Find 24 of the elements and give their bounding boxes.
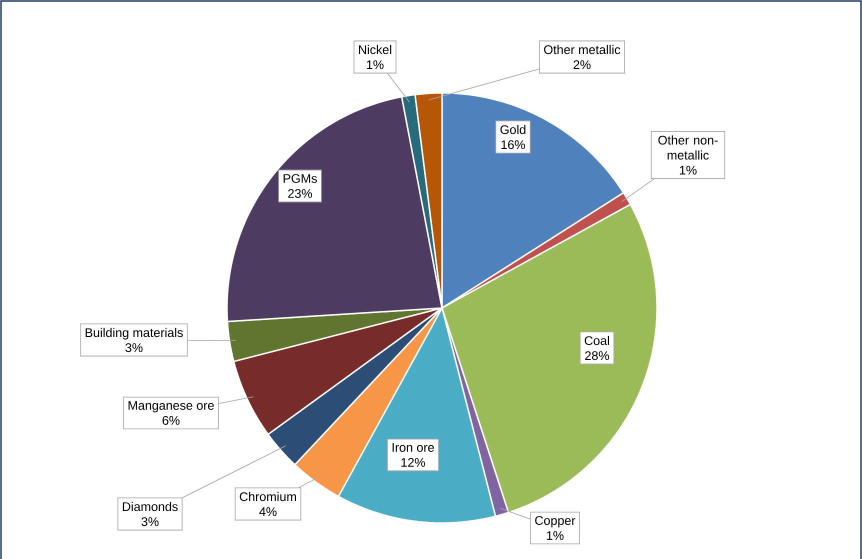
data-label: 2% [574,60,591,70]
slice-label: PGMs [284,174,317,183]
data-label: 3% [125,343,143,352]
data-label: 28% [585,351,610,360]
data-label: 1% [366,60,384,70]
slice-label: Manganese ore [128,401,214,412]
data-label: 16% [501,140,526,150]
data-label: 4% [259,507,277,516]
data-label: 1% [680,166,697,175]
slice-label: Chromium [240,492,296,502]
slice-label: Building materials [86,328,183,340]
slice-label: Coal [584,336,610,346]
slice-label: Iron ore [392,443,434,452]
slice-label: Nickel [359,44,392,54]
data-label: 12% [401,458,426,467]
data-label: 23% [288,189,312,198]
slice-label: Other non-metallic [658,135,718,160]
data-label: 1% [546,531,564,540]
slice-label: Gold [500,124,526,134]
data-label: 3% [141,517,159,526]
slice-label: Copper [535,516,576,528]
slice-label: Other metallic [544,44,620,54]
slice-label: Diamonds [122,502,178,512]
data-label: 6% [162,416,180,425]
